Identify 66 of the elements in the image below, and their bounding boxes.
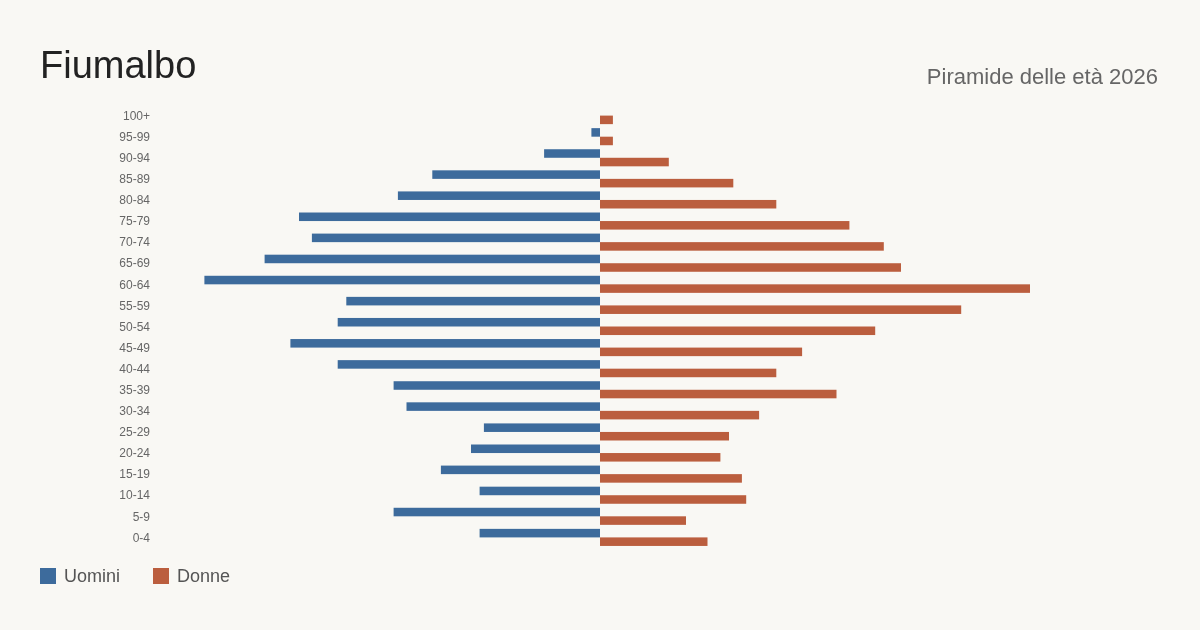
y-tick-label: 85-89 (119, 172, 151, 187)
y-tick-label: 10-14 (119, 488, 151, 503)
y-tick-label: 30-34 (119, 404, 151, 419)
bar (600, 305, 962, 314)
bar (600, 431, 729, 441)
y-tick-label: 75-79 (119, 214, 151, 229)
bar (600, 263, 901, 272)
bar (393, 507, 600, 517)
bar (600, 199, 777, 209)
bar (600, 157, 669, 167)
y-tick-label: 80-84 (119, 193, 151, 208)
bar (600, 495, 747, 504)
chart-subtitle: Piramide delle età 2026 (926, 64, 1158, 89)
bar (406, 402, 600, 411)
bar (544, 149, 600, 158)
bar (600, 136, 613, 146)
bar (299, 212, 600, 222)
bar (290, 339, 600, 348)
bar (600, 284, 1030, 293)
bar (600, 410, 760, 420)
bar (600, 347, 803, 357)
bar (591, 128, 600, 137)
y-tick-label: 100+ (122, 108, 150, 123)
y-tick-label: 60-64 (119, 277, 151, 292)
y-tick-label: 70-74 (119, 235, 151, 250)
y-tick-label: 65-69 (119, 256, 151, 271)
bar (204, 275, 600, 285)
bar (600, 368, 777, 378)
bar (397, 191, 600, 200)
bar (600, 537, 708, 546)
bar (311, 233, 600, 243)
y-tick-label: 35-39 (119, 382, 151, 397)
bar (600, 242, 884, 251)
y-tick-label: 15-19 (119, 467, 151, 482)
y-tick-label: 50-54 (119, 319, 151, 334)
bar (393, 381, 600, 390)
y-tick-label: 90-94 (119, 150, 151, 165)
bar (264, 254, 600, 264)
bar (600, 115, 613, 125)
y-tick-label: 40-44 (119, 361, 151, 376)
y-tick-label: 0-4 (132, 530, 151, 545)
bar (600, 453, 721, 462)
bar (479, 528, 600, 538)
bar (600, 389, 837, 399)
y-tick-label: 5-9 (132, 509, 151, 524)
bar (440, 465, 600, 475)
y-tick-label: 45-49 (119, 340, 151, 355)
bar (337, 317, 600, 327)
bar (471, 444, 600, 454)
y-tick-label: 95-99 (119, 129, 151, 144)
bar (483, 423, 600, 432)
bar (600, 326, 876, 336)
bar (600, 221, 850, 230)
bar (479, 486, 600, 496)
y-tick-label: 20-24 (119, 446, 151, 461)
chart-title: Fiumalbo (40, 44, 197, 86)
bar (432, 170, 600, 179)
bar (346, 296, 600, 306)
legend-label: Donne (177, 566, 231, 587)
y-tick-label: 55-59 (119, 298, 151, 313)
bar (600, 516, 686, 525)
bar (337, 360, 600, 369)
y-tick-label: 25-29 (119, 425, 151, 440)
bar (600, 178, 734, 188)
legend-label: Uomini (64, 566, 121, 587)
bar (600, 474, 742, 483)
